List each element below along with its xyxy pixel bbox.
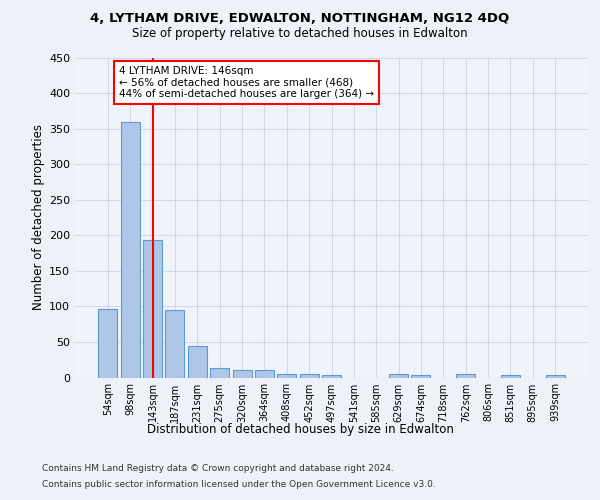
- Bar: [456, 374, 475, 378]
- Bar: [389, 374, 408, 378]
- Bar: [210, 368, 229, 378]
- Bar: [166, 310, 184, 378]
- Bar: [233, 370, 251, 378]
- Text: Contains HM Land Registry data © Crown copyright and database right 2024.: Contains HM Land Registry data © Crown c…: [42, 464, 394, 473]
- Bar: [255, 370, 274, 378]
- Bar: [412, 374, 430, 378]
- Bar: [545, 374, 565, 378]
- Text: Contains public sector information licensed under the Open Government Licence v3: Contains public sector information licen…: [42, 480, 436, 489]
- Text: 4, LYTHAM DRIVE, EDWALTON, NOTTINGHAM, NG12 4DQ: 4, LYTHAM DRIVE, EDWALTON, NOTTINGHAM, N…: [91, 12, 509, 26]
- Text: Size of property relative to detached houses in Edwalton: Size of property relative to detached ho…: [132, 28, 468, 40]
- Bar: [143, 240, 162, 378]
- Bar: [322, 374, 341, 378]
- Y-axis label: Number of detached properties: Number of detached properties: [32, 124, 45, 310]
- Bar: [277, 374, 296, 378]
- Bar: [121, 122, 140, 378]
- Bar: [98, 308, 118, 378]
- Bar: [299, 374, 319, 378]
- Bar: [188, 346, 207, 378]
- Text: Distribution of detached houses by size in Edwalton: Distribution of detached houses by size …: [146, 422, 454, 436]
- Text: 4 LYTHAM DRIVE: 146sqm
← 56% of detached houses are smaller (468)
44% of semi-de: 4 LYTHAM DRIVE: 146sqm ← 56% of detached…: [119, 66, 374, 99]
- Bar: [501, 374, 520, 378]
